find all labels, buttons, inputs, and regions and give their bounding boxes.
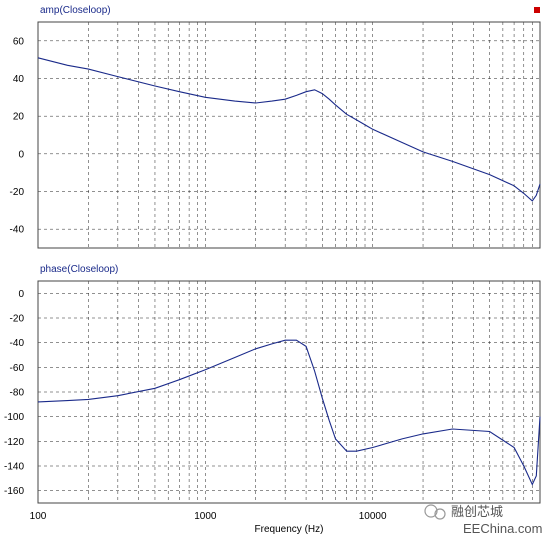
watermark-logo-icon xyxy=(424,504,446,520)
amplitude-y-ticks: -40 -20 0 20 40 60 xyxy=(10,36,25,235)
phase-panel: phase(Closeloop) -160-140-120-100-80-60-… xyxy=(4,264,541,504)
amplitude-panel-title: amp(Closeloop) xyxy=(40,5,111,16)
watermark-text: EEChina.com xyxy=(463,521,542,536)
amplitude-frame xyxy=(37,21,541,249)
y-tick-label: 0 xyxy=(18,289,24,300)
amplitude-grid xyxy=(38,22,540,248)
phase-curve xyxy=(37,339,541,486)
phase-frame xyxy=(37,280,541,504)
y-tick-label: -40 xyxy=(10,338,25,349)
watermark-logo-text: 融创芯城 xyxy=(451,504,503,519)
y-tick-label: -40 xyxy=(10,225,25,236)
x-axis-ticks: 100 1000 10000 xyxy=(30,511,387,522)
y-tick-label: 60 xyxy=(13,36,25,47)
y-tick-label: -60 xyxy=(10,363,25,374)
y-tick-label: 40 xyxy=(13,74,25,85)
phase-panel-title: phase(Closeloop) xyxy=(40,264,118,275)
y-tick-label: -120 xyxy=(4,437,24,448)
x-tick-label: 100 xyxy=(30,511,47,522)
x-tick-label: 10000 xyxy=(359,511,387,522)
amplitude-curve xyxy=(37,57,541,202)
phase-y-ticks: -160 -140 -120 -100 -80 -60 -40 -20 0 xyxy=(4,289,24,497)
y-tick-label: -160 xyxy=(4,486,24,497)
x-tick-label: 1000 xyxy=(194,511,217,522)
y-tick-label: -140 xyxy=(4,462,24,473)
y-tick-label: 0 xyxy=(18,149,24,160)
y-tick-label: -100 xyxy=(4,412,24,423)
watermark: 融创芯城 EEChina.com xyxy=(424,504,542,536)
y-tick-label: -20 xyxy=(10,314,25,325)
amplitude-panel: amp(Closeloop) -40 -20 0 20 40 60 xyxy=(10,5,541,249)
series-marker xyxy=(534,7,540,13)
phase-grid xyxy=(38,281,540,503)
x-axis-label: Frequency (Hz) xyxy=(255,524,324,535)
y-tick-label: 20 xyxy=(13,112,25,123)
y-tick-label: -20 xyxy=(10,187,25,198)
y-tick-label: -80 xyxy=(10,388,25,399)
